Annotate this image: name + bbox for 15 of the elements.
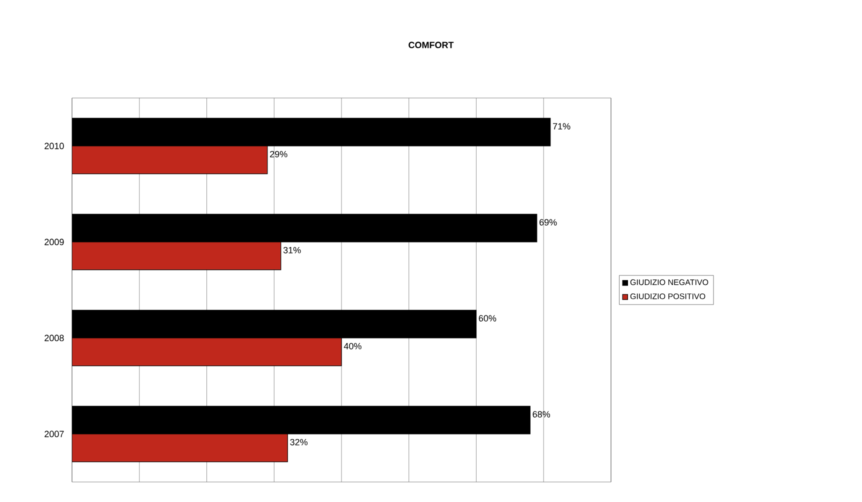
data-label: 68% xyxy=(532,411,550,418)
data-label: 29% xyxy=(270,150,288,158)
y-tick-label: 2009 xyxy=(44,238,64,246)
data-label: 60% xyxy=(478,315,496,322)
y-tick-label: 2010 xyxy=(44,142,64,150)
legend-label: GIUDIZIO NEGATIVO xyxy=(630,279,708,286)
data-label: 32% xyxy=(290,438,308,446)
chart-title: COMFORT xyxy=(408,42,454,48)
data-label: 40% xyxy=(344,342,362,350)
data-label: 69% xyxy=(540,219,557,226)
y-tick-label: 2007 xyxy=(44,430,64,438)
data-label: 71% xyxy=(553,123,570,130)
data-label: 31% xyxy=(283,246,301,254)
legend-label: GIUDIZIO POSITIVO xyxy=(630,293,706,300)
y-tick-label: 2008 xyxy=(44,334,64,342)
